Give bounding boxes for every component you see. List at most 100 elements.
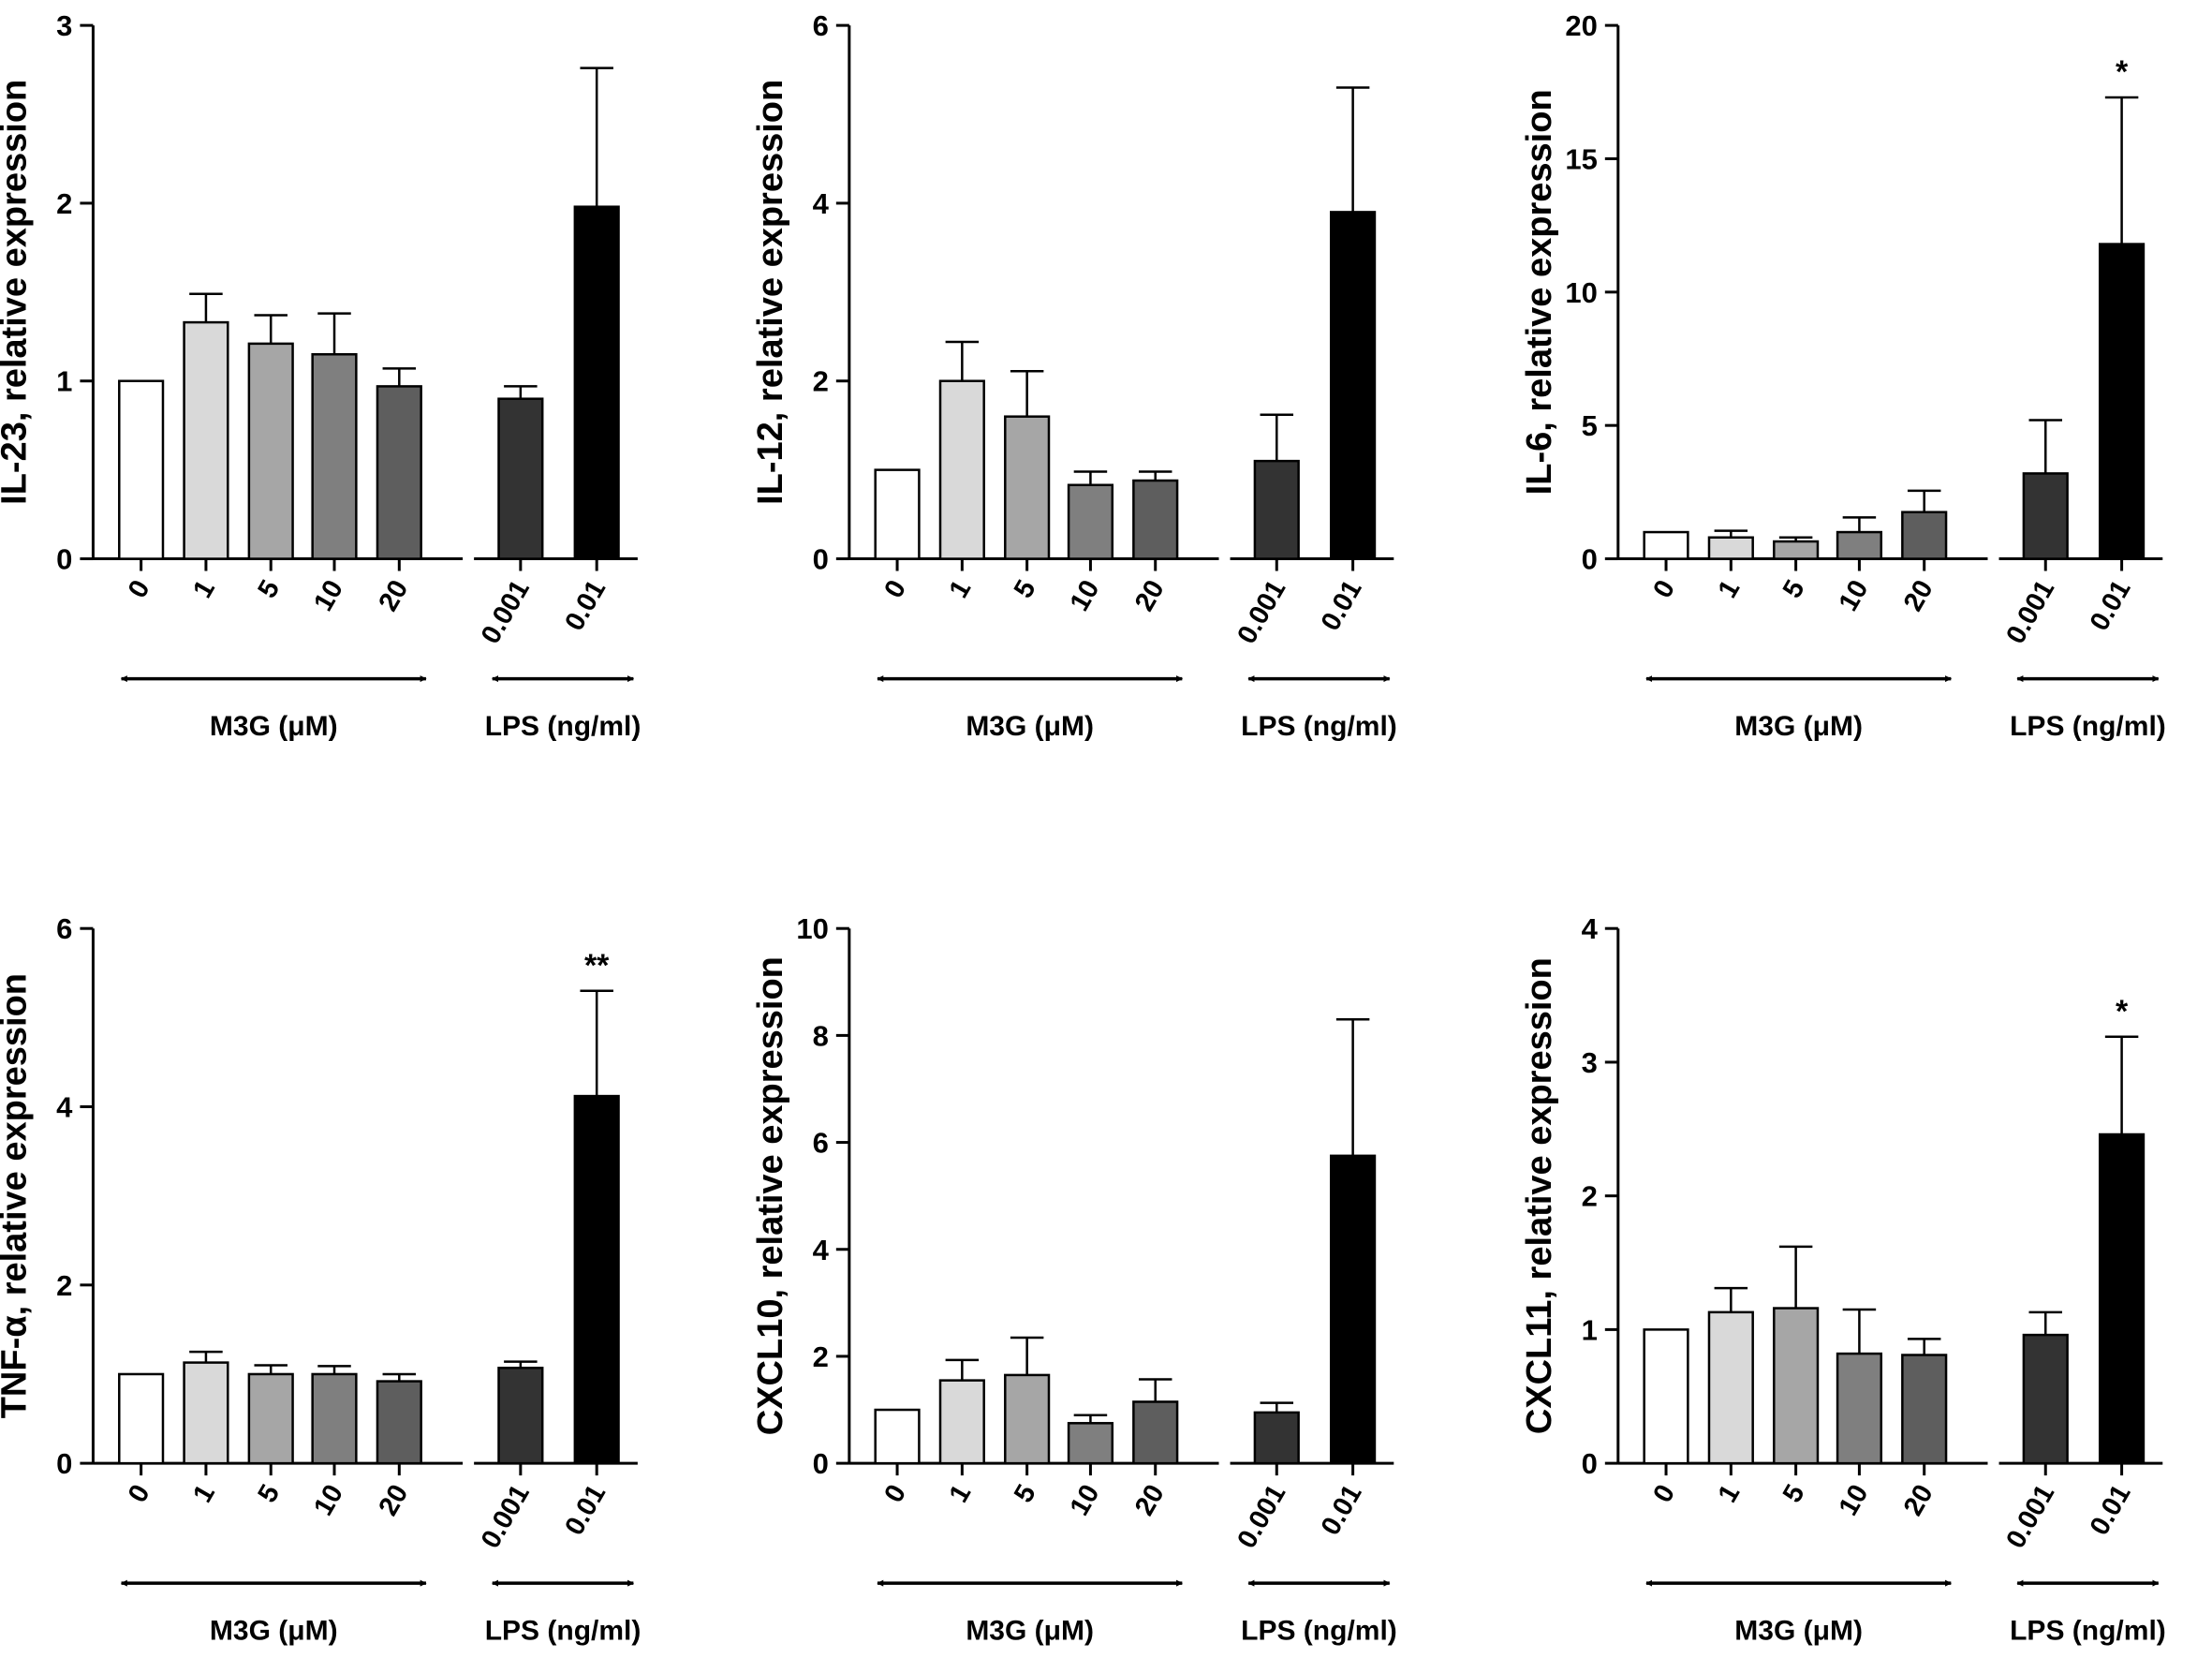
bar: [497, 1367, 544, 1465]
bar: [573, 205, 620, 560]
bar: [2098, 243, 2146, 560]
y-tick-label: 8: [813, 1019, 829, 1052]
bar: [1330, 1154, 1377, 1465]
x-tick-label: 10: [1834, 575, 1875, 616]
group-label: LPS (ng/ml): [2010, 711, 2166, 742]
bar: [1132, 1400, 1179, 1465]
bar: [938, 379, 985, 560]
chart-panel-2: 0 2 4 6 IL-12, relative expression 0 1 5 10 20 0.0…: [751, 9, 1397, 742]
y-tick-label: 0: [813, 543, 829, 576]
x-tick-label: 0.01: [2085, 1480, 2137, 1541]
group-label: M3G (μM): [966, 1615, 1094, 1646]
y-axis-title: IL-6, relative expression: [1520, 89, 1559, 495]
x-tick-label: 20: [1129, 1480, 1171, 1521]
bar: [376, 1380, 422, 1465]
chart-panel-1: 0 1 2 3 IL-23, relative expression 0 1 5 10 20 0.0…: [0, 9, 641, 742]
bar: [2022, 472, 2069, 560]
bar: [118, 1372, 165, 1465]
x-tick-label: 5: [1009, 1480, 1042, 1508]
x-tick-label: 0: [1647, 1480, 1681, 1508]
x-tick-label: 10: [1065, 1480, 1106, 1521]
bar: [874, 1408, 921, 1465]
bar: [183, 1361, 229, 1465]
bar: [2022, 1333, 2069, 1465]
y-tick-label: 5: [1582, 409, 1598, 442]
bar: [1132, 479, 1179, 560]
y-tick-label: 3: [1582, 1046, 1598, 1079]
y-tick-label: 4: [1582, 912, 1599, 945]
x-tick-label: 0.01: [1316, 575, 1368, 636]
bar: [1643, 530, 1689, 560]
x-tick-label: 10: [308, 575, 349, 616]
x-tick-label: 5: [1009, 575, 1042, 603]
x-tick-label: 0.01: [2085, 575, 2137, 636]
y-tick-label: 1: [1582, 1313, 1598, 1346]
y-tick-label: 20: [1565, 9, 1597, 42]
y-tick-label: 6: [813, 1127, 829, 1160]
x-tick-label: 0.01: [1316, 1480, 1368, 1541]
significance-marker: *: [2116, 994, 2129, 1029]
bar: [118, 379, 165, 560]
bar: [311, 1372, 358, 1465]
x-tick-label: 0: [878, 575, 912, 603]
y-tick-label: 3: [56, 9, 72, 42]
x-tick-label: 20: [1129, 575, 1171, 616]
group-label: LPS (ng/ml): [1241, 1615, 1397, 1646]
x-tick-label: 0.001: [476, 575, 536, 649]
x-tick-label: 20: [1898, 575, 1939, 616]
x-tick-label: 0.01: [559, 1480, 612, 1541]
bar: [1773, 540, 1820, 560]
bar: [938, 1379, 985, 1465]
bar: [2098, 1132, 2146, 1465]
y-tick-label: 2: [1582, 1180, 1598, 1213]
y-tick-label: 6: [813, 9, 829, 42]
x-tick-label: 5: [1777, 575, 1811, 603]
x-tick-label: 1: [944, 575, 978, 603]
bar: [497, 397, 544, 560]
y-tick-label: 4: [813, 1234, 830, 1266]
bar: [1773, 1307, 1820, 1465]
x-tick-label: 1: [944, 1480, 978, 1508]
bar: [247, 342, 294, 560]
y-tick-label: 15: [1565, 142, 1597, 175]
x-tick-label: 0.001: [2000, 575, 2060, 649]
y-tick-label: 0: [1582, 543, 1598, 576]
y-tick-label: 0: [56, 543, 72, 576]
y-tick-label: 2: [813, 365, 829, 398]
bar: [311, 353, 358, 560]
y-tick-label: 2: [56, 187, 72, 220]
bar: [573, 1094, 620, 1465]
chart-panel-4: 0 2 4 6 TNF-α, relative expression 0 1 5 10 20 0.0…: [0, 912, 641, 1646]
bar: [1253, 459, 1300, 560]
significance-marker: *: [2116, 54, 2129, 90]
y-axis-title: CXCL11, relative expression: [1520, 957, 1559, 1434]
x-tick-label: 10: [1834, 1480, 1875, 1521]
group-label: M3G (μM): [1734, 711, 1863, 742]
bar: [874, 468, 921, 560]
bar: [1836, 530, 1883, 560]
x-tick-label: 5: [253, 1480, 287, 1508]
group-label: M3G (μM): [966, 711, 1094, 742]
x-tick-label: 5: [253, 575, 287, 603]
bar: [1901, 1354, 1948, 1465]
x-tick-label: 1: [187, 575, 221, 603]
y-tick-label: 10: [796, 912, 828, 945]
bar: [1643, 1328, 1689, 1465]
group-label: LPS (ng/ml): [2010, 1615, 2166, 1646]
bar: [1901, 511, 1948, 560]
y-axis-title: CXCL10, relative expression: [751, 956, 790, 1435]
x-tick-label: 20: [1898, 1480, 1939, 1521]
bar: [1067, 1422, 1114, 1465]
x-tick-label: 0: [878, 1480, 912, 1508]
y-tick-label: 0: [813, 1447, 829, 1480]
y-tick-label: 4: [56, 1091, 73, 1124]
y-tick-label: 6: [56, 912, 72, 945]
y-tick-label: 4: [813, 187, 830, 220]
y-tick-label: 2: [56, 1269, 72, 1302]
chart-panel-6: 0 1 2 3 4 CXCL11, relative expression 0 1 5 10 20 0…: [1520, 912, 2166, 1646]
x-tick-label: 0.01: [559, 575, 612, 636]
bar: [1253, 1411, 1300, 1465]
y-tick-label: 10: [1565, 276, 1597, 309]
x-tick-label: 5: [1777, 1480, 1811, 1508]
